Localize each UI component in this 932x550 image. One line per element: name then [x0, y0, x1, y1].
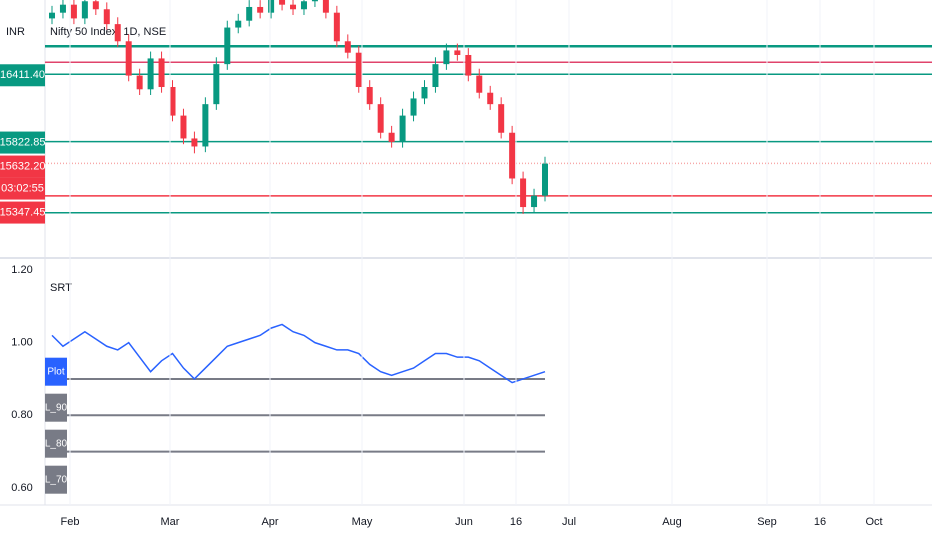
- candle-body: [290, 4, 297, 10]
- candle-body: [92, 1, 99, 10]
- candle-body: [147, 58, 154, 90]
- candle-body: [399, 115, 406, 142]
- plot-label: L_90: [45, 402, 68, 413]
- plot-label: Plot: [47, 366, 64, 377]
- x-tick-label: 16: [814, 516, 826, 528]
- candle-body: [531, 195, 538, 208]
- candle-body: [410, 98, 417, 116]
- indicator-line: [51, 323, 546, 384]
- plot-label-box: [45, 465, 67, 494]
- price-label-box: [0, 155, 45, 178]
- candle-body: [81, 1, 88, 19]
- candle-body: [169, 87, 176, 116]
- x-tick-label: Aug: [662, 516, 682, 528]
- candle-body: [257, 6, 264, 13]
- candle-body: [213, 64, 220, 105]
- candle-body: [520, 178, 527, 208]
- plot-label-box: [45, 393, 67, 422]
- unit-label: INR: [6, 26, 25, 38]
- candle-body: [454, 50, 461, 55]
- candle-body: [344, 41, 351, 53]
- candle-body: [191, 138, 198, 147]
- candle-body: [377, 104, 384, 133]
- indicator-pane: [45, 323, 546, 453]
- candle-body: [49, 12, 55, 19]
- candle-body: [388, 132, 395, 142]
- x-tick-label: 16: [510, 516, 522, 528]
- price-label-box: [0, 131, 45, 154]
- plot-label-box: [45, 429, 67, 458]
- candle-body: [125, 41, 132, 76]
- x-tick-label: Jul: [562, 516, 576, 528]
- candle-body: [180, 115, 187, 139]
- price-label-box: [0, 64, 45, 87]
- candle-body: [268, 0, 275, 13]
- candle-body: [136, 75, 143, 90]
- candle-body: [421, 87, 428, 99]
- candle-body: [114, 24, 121, 42]
- candle-body: [59, 4, 66, 13]
- countdown: 03:02:55: [1, 182, 44, 194]
- plot-label: L_80: [45, 438, 68, 449]
- candle-body: [542, 163, 548, 196]
- candle-body: [366, 87, 373, 105]
- y-tick-label: 0.80: [11, 409, 32, 421]
- candle-body: [476, 75, 483, 93]
- candle-body: [224, 27, 231, 65]
- x-tick-label: Sep: [757, 516, 777, 528]
- plot-label: L_70: [45, 474, 68, 485]
- candle-body: [235, 20, 242, 28]
- candle-body: [300, 1, 307, 10]
- x-tick-label: Apr: [261, 516, 278, 528]
- candle-body: [202, 104, 209, 147]
- price-label: 15822.85: [0, 136, 45, 148]
- candle-body: [70, 4, 77, 19]
- candle-body: [103, 9, 110, 25]
- x-tick-label: May: [352, 516, 373, 528]
- price-label: 16411.40: [0, 69, 45, 81]
- candle-body: [279, 0, 286, 5]
- candle-body: [355, 52, 362, 88]
- candle-body: [509, 132, 516, 179]
- price-label: 15632.20: [0, 160, 45, 172]
- candle-body: [498, 104, 505, 133]
- candle-body: [487, 92, 494, 105]
- chart-title: Nifty 50 Index, 1D, NSE: [50, 26, 166, 38]
- y-tick-label: 1.00: [11, 337, 32, 349]
- candle-body: [443, 50, 450, 65]
- price-label: 15347.45: [0, 206, 45, 218]
- indicator-title: SRT: [50, 282, 72, 294]
- x-tick-label: Feb: [61, 516, 80, 528]
- candle-body: [465, 54, 472, 76]
- x-tick-label: Jun: [455, 516, 473, 528]
- candle-body: [322, 0, 329, 13]
- x-tick-label: Oct: [865, 516, 882, 528]
- countdown-box: [0, 177, 45, 200]
- y-tick-label: 0.60: [11, 482, 32, 494]
- candle-body: [311, 0, 318, 2]
- price-label-box: [0, 201, 45, 224]
- candle-body: [432, 64, 439, 88]
- price-pane: [45, 0, 932, 214]
- candle-body: [333, 12, 340, 42]
- plot-label-box: [45, 357, 67, 386]
- candle-body: [158, 58, 165, 88]
- candle-body: [246, 6, 253, 21]
- x-tick-label: Mar: [161, 516, 180, 528]
- y-tick-label: 1.20: [11, 264, 32, 276]
